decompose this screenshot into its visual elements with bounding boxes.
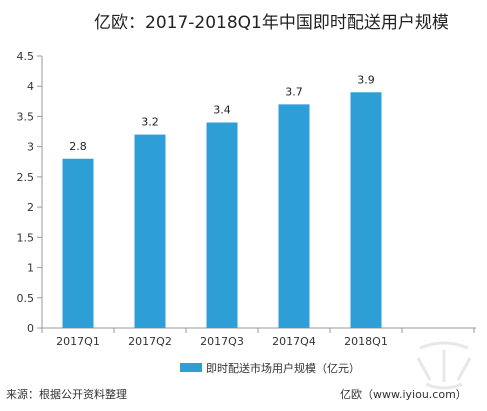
legend-swatch <box>180 363 202 372</box>
y-axis: 0 0.5 1 1.5 2 2.5 3 3.5 4 4.5 <box>17 50 43 335</box>
data-labels: 2.8 3.2 3.4 3.7 3.9 <box>69 73 375 152</box>
x-tick-label: 2017Q3 <box>200 335 244 348</box>
y-tick-label: 1 <box>27 262 34 275</box>
y-tick-label: 3 <box>27 141 34 154</box>
bar <box>350 92 382 329</box>
x-axis: 2017Q1 2017Q2 2017Q3 2017Q4 2018Q1 <box>41 327 476 348</box>
legend-label: 即时配送市场用户规模（亿元） <box>206 361 360 375</box>
bar <box>134 134 166 328</box>
y-tick-label: 4 <box>27 80 34 93</box>
bars <box>62 92 382 329</box>
data-label: 3.2 <box>141 116 159 129</box>
x-tick-label: 2017Q2 <box>128 335 172 348</box>
legend: 即时配送市场用户规模（亿元） <box>180 361 360 375</box>
data-label: 3.7 <box>285 85 303 98</box>
y-tick-label: 1.5 <box>17 231 35 244</box>
data-label: 3.9 <box>357 73 375 86</box>
bar <box>206 122 238 328</box>
bar <box>278 104 310 328</box>
credit-note: 亿欧（www.iyiou.com） <box>340 388 467 401</box>
y-tick-label: 0 <box>27 322 34 335</box>
y-tick-label: 0.5 <box>17 292 35 305</box>
y-tick-label: 2 <box>27 201 34 214</box>
y-tick-label: 3.5 <box>17 110 35 123</box>
x-tick-label: 2017Q1 <box>56 335 100 348</box>
data-label: 2.8 <box>69 140 87 153</box>
chart-title: 亿欧：2017-2018Q1年中国即时配送用户规模 <box>94 13 449 33</box>
watermark-logo <box>416 341 472 390</box>
bar <box>62 158 94 328</box>
data-label: 3.4 <box>213 103 231 116</box>
x-tick-label: 2018Q1 <box>344 335 388 348</box>
y-tick-label: 2.5 <box>17 171 35 184</box>
x-tick-label: 2017Q4 <box>272 335 316 348</box>
y-tick-label: 4.5 <box>17 50 35 63</box>
source-note: 来源：根据公开资料整理 <box>6 388 127 401</box>
